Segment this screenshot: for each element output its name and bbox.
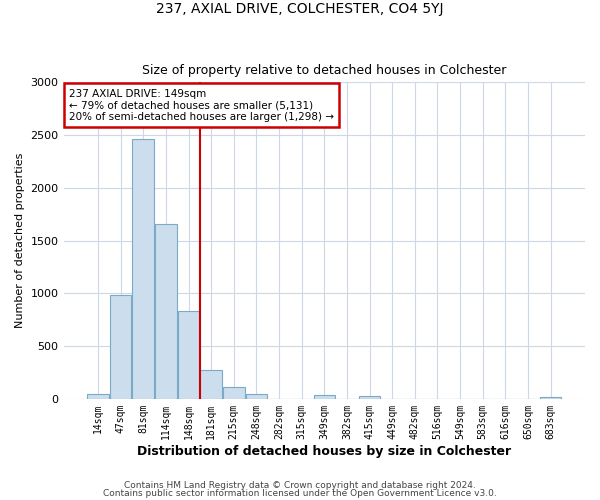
Text: Contains public sector information licensed under the Open Government Licence v3: Contains public sector information licen…: [103, 489, 497, 498]
Bar: [359, 396, 380, 399]
Bar: [110, 296, 131, 399]
Bar: [155, 224, 176, 399]
Text: Contains HM Land Registry data © Crown copyright and database right 2024.: Contains HM Land Registry data © Crown c…: [124, 480, 476, 490]
Bar: [178, 312, 199, 399]
Bar: [87, 394, 109, 399]
Title: Size of property relative to detached houses in Colchester: Size of property relative to detached ho…: [142, 64, 506, 77]
Y-axis label: Number of detached properties: Number of detached properties: [15, 153, 25, 328]
Text: 237, AXIAL DRIVE, COLCHESTER, CO4 5YJ: 237, AXIAL DRIVE, COLCHESTER, CO4 5YJ: [156, 2, 444, 16]
Bar: [200, 370, 222, 399]
Text: 237 AXIAL DRIVE: 149sqm
← 79% of detached houses are smaller (5,131)
20% of semi: 237 AXIAL DRIVE: 149sqm ← 79% of detache…: [69, 88, 334, 122]
Bar: [245, 394, 267, 399]
Bar: [314, 395, 335, 399]
X-axis label: Distribution of detached houses by size in Colchester: Distribution of detached houses by size …: [137, 444, 511, 458]
Bar: [133, 140, 154, 399]
Bar: [540, 396, 561, 399]
Bar: [223, 386, 245, 399]
